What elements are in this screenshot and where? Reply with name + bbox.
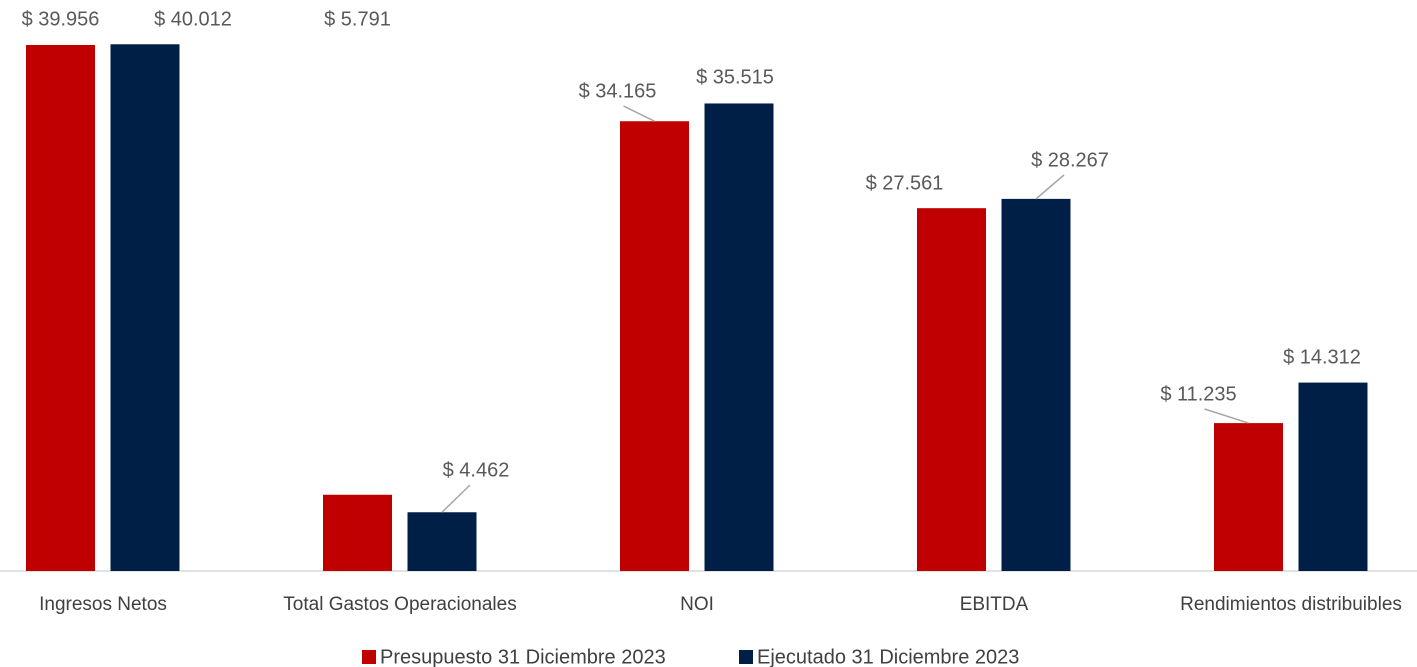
data-label: $ 40.012 [154, 8, 232, 30]
data-label: $ 11.235 [1160, 383, 1236, 405]
data-label: $ 39.956 [22, 8, 100, 30]
data-label: $ 34.165 [579, 80, 657, 102]
leader-line [1035, 174, 1065, 200]
x-tick-label: Total Gastos Operacionales [283, 594, 516, 615]
data-label: $ 4.462 [443, 459, 510, 481]
bar [1001, 198, 1071, 571]
data-label: $ 28.267 [1031, 149, 1109, 171]
legend-swatch [739, 650, 753, 664]
leader-line [441, 484, 471, 513]
data-label: $ 35.515 [696, 66, 774, 88]
x-tick-label: Ingresos Netos [39, 594, 167, 615]
bar [26, 45, 95, 571]
legend-label: Ejecutado 31 Diciembre 2023 [757, 646, 1019, 667]
legend-label: Presupuesto 31 Diciembre 2023 [380, 646, 666, 667]
bar [407, 512, 477, 571]
data-label: $ 14.312 [1283, 346, 1361, 368]
bar [1214, 423, 1283, 571]
bar [917, 208, 986, 571]
x-tick-label: EBITDA [960, 594, 1029, 615]
x-tick-label: Rendimientos distribuibles [1180, 594, 1402, 615]
data-label: $ 27.561 [866, 172, 944, 194]
bar [1298, 382, 1368, 571]
bar [620, 121, 689, 572]
bar [704, 103, 774, 571]
x-tick-label: NOI [680, 594, 714, 615]
legend-swatch [362, 650, 376, 664]
bar [110, 44, 180, 571]
leader-line [623, 105, 655, 122]
bar [323, 494, 392, 571]
leader-line [1204, 408, 1249, 424]
data-label: $ 5.791 [324, 8, 391, 30]
